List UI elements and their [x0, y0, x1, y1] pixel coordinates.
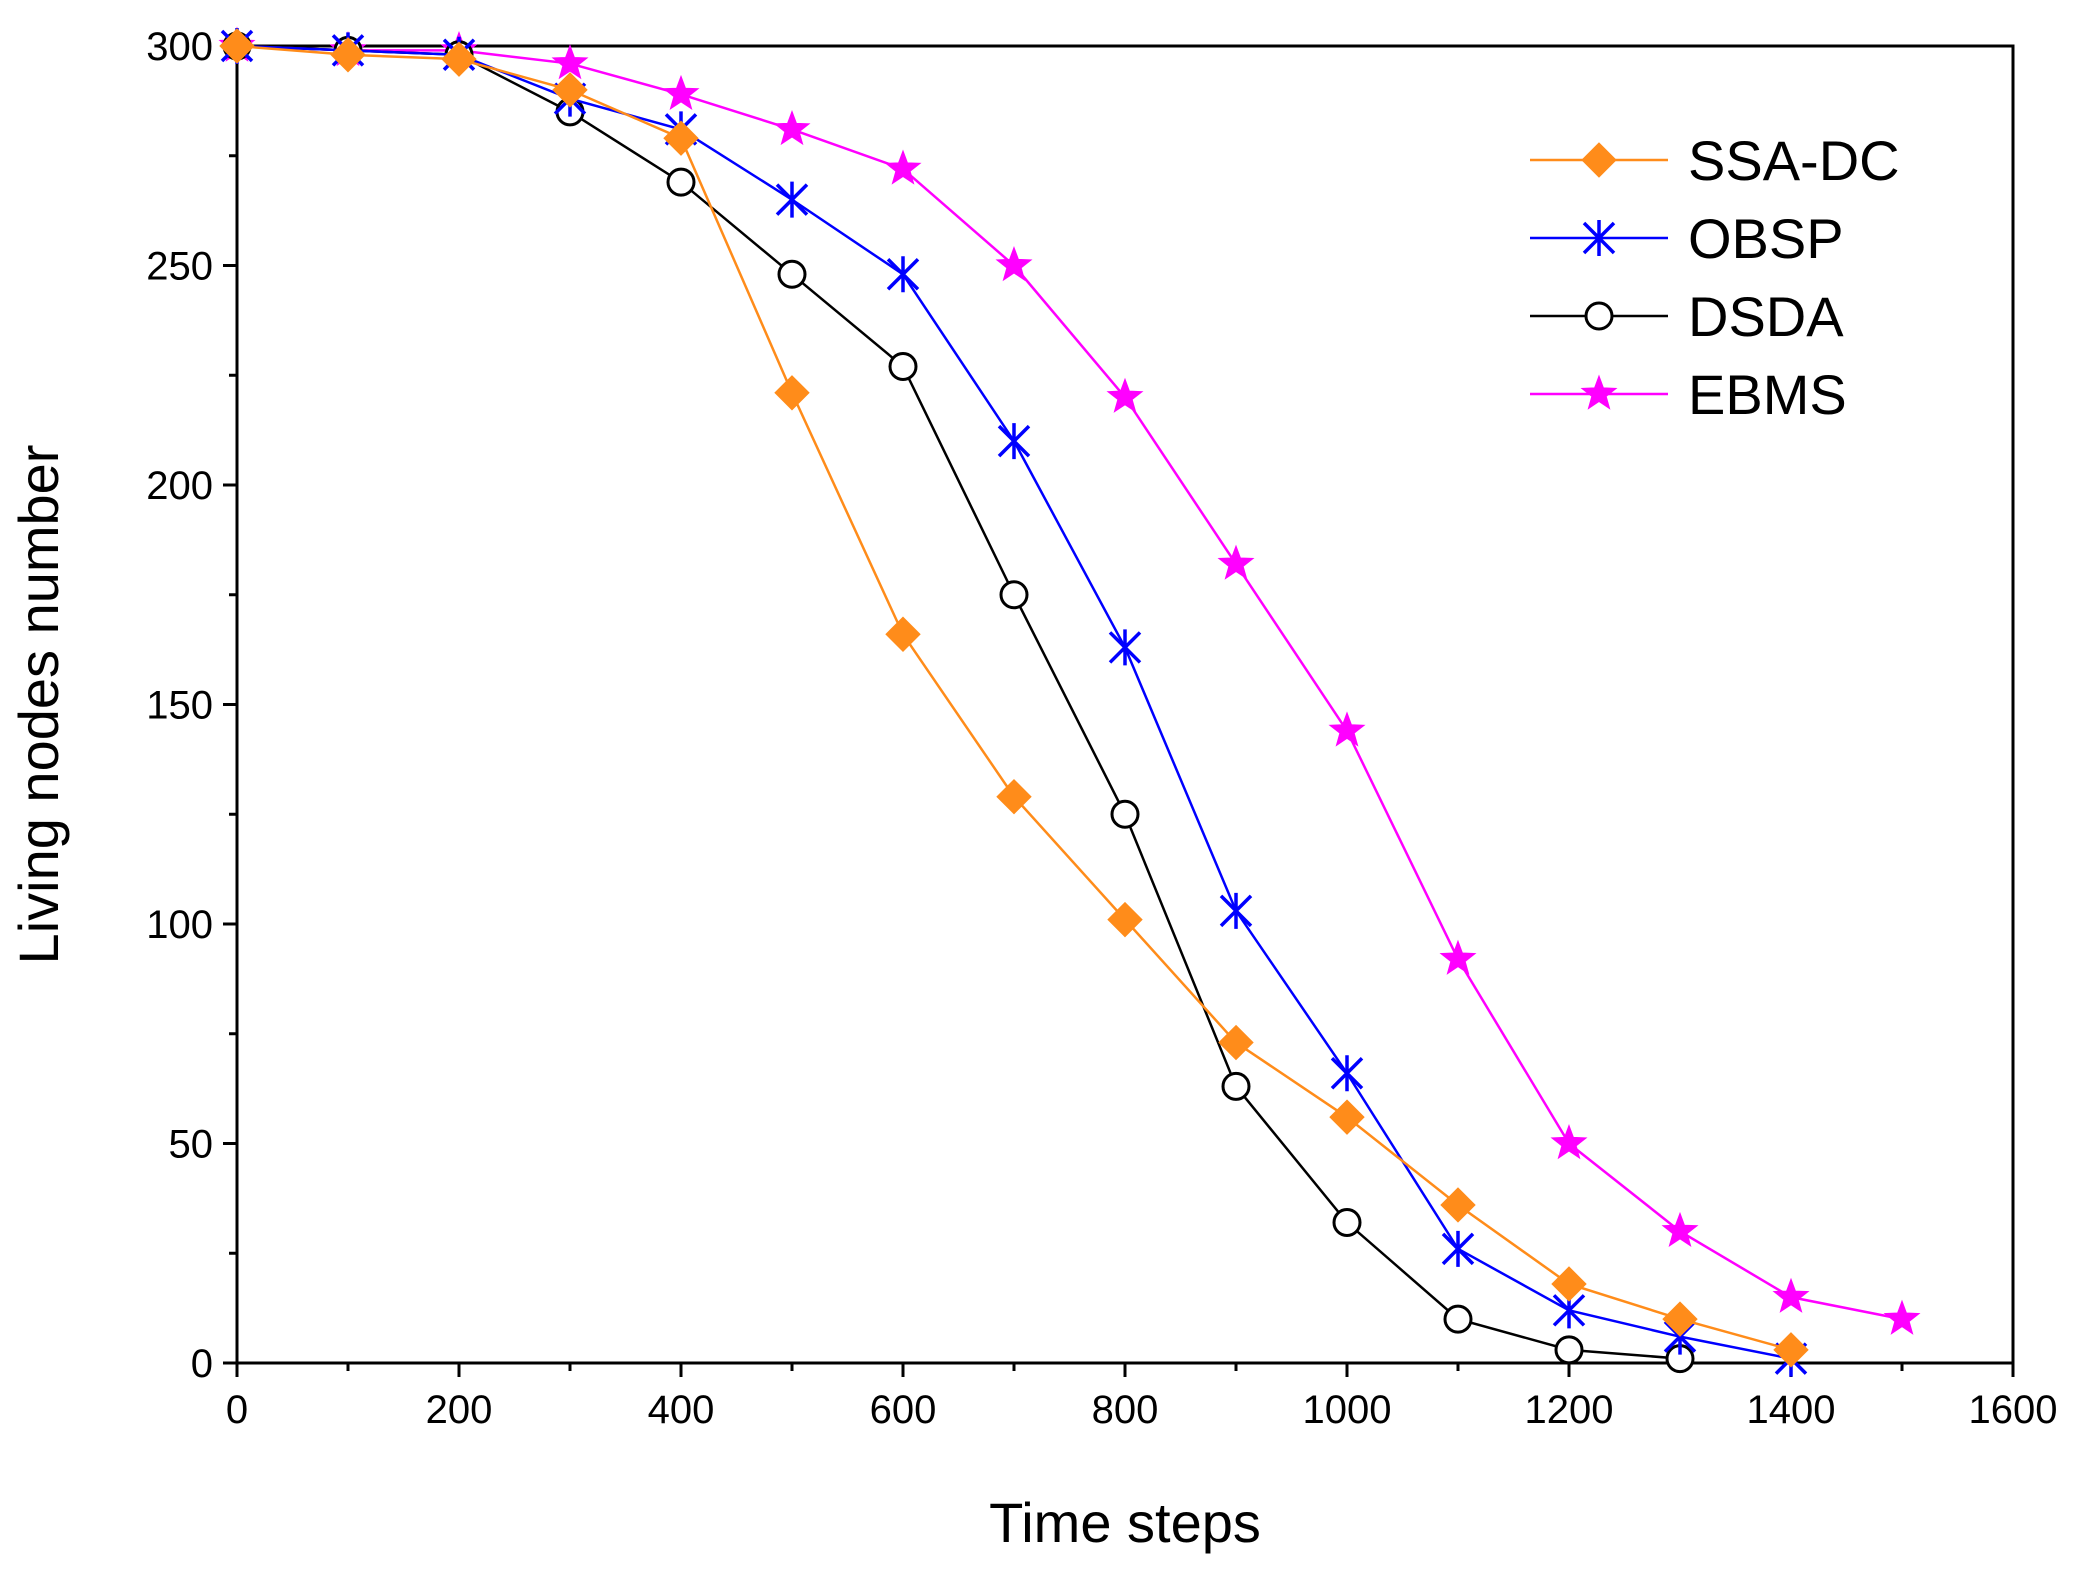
legend-item-ebms: EBMS — [1530, 363, 1847, 426]
y-tick-label: 0 — [191, 1342, 213, 1386]
data-point-ssa-dc — [1107, 901, 1143, 938]
data-point-ebms — [1883, 1299, 1921, 1335]
data-point-dsda — [999, 580, 1029, 610]
data-point-obsp — [1441, 1230, 1475, 1267]
legend-marker-ssa-dc — [1581, 142, 1617, 178]
data-point-obsp — [1108, 629, 1142, 666]
data-point-ebms — [1772, 1277, 1810, 1313]
axes: 0 200 400 600 800 1000 1200 1400 1600 0 50 100 150 20… — [146, 25, 2057, 1432]
x-tick-label: 1400 — [1747, 1388, 1836, 1432]
legend-label-ebms: EBMS — [1688, 363, 1847, 426]
legend-item-obsp: OBSP — [1530, 207, 1844, 270]
series-dsda — [222, 31, 1695, 1374]
data-point-ssa-dc — [1329, 1099, 1365, 1135]
data-point-ebms — [662, 74, 700, 111]
data-point-dsda — [1554, 1335, 1584, 1365]
x-tick-label: 400 — [648, 1388, 715, 1432]
legend-label-dsda: DSDA — [1688, 285, 1844, 348]
data-point-ebms — [551, 44, 589, 80]
series-line-ebms — [236, 44, 1903, 1321]
x-tick-label: 1600 — [1969, 1388, 2058, 1432]
data-point-ssa-dc — [219, 28, 255, 64]
data-point-ssa-dc — [1662, 1301, 1698, 1337]
series-ebms — [218, 26, 1921, 1335]
legend-item-ssa-dc: SSA-DC — [1530, 129, 1900, 192]
series-line-obsp — [236, 44, 1792, 1360]
y-tick-label: 300 — [146, 25, 213, 69]
data-point-ebms — [1217, 544, 1255, 580]
data-point-obsp — [1330, 1055, 1364, 1092]
series-line-ssa-dc — [236, 44, 1792, 1352]
x-tick-label: 0 — [226, 1388, 248, 1432]
x-tick-label: 600 — [870, 1388, 937, 1432]
data-point-dsda — [888, 351, 918, 381]
data-point-ssa-dc — [663, 120, 699, 156]
plot-series — [218, 26, 1921, 1377]
series-obsp — [220, 28, 1808, 1377]
legend-marker-dsda — [1584, 301, 1614, 331]
data-point-ssa-dc — [1218, 1024, 1254, 1061]
data-point-ssa-dc — [1551, 1266, 1587, 1302]
data-point-ebms — [1439, 939, 1477, 975]
data-point-ssa-dc — [330, 37, 366, 73]
y-tick-label: 100 — [146, 903, 213, 947]
data-point-obsp — [1219, 892, 1253, 929]
x-tick-label: 800 — [1092, 1388, 1159, 1432]
y-axis-title: Living nodes number — [7, 445, 70, 965]
data-point-obsp — [775, 181, 809, 218]
legend: SSA-DC OBSP DSDA EBMS — [1530, 129, 1900, 426]
legend-item-dsda: DSDA — [1530, 285, 1844, 348]
data-point-ssa-dc — [552, 72, 588, 108]
y-tick-label: 250 — [146, 245, 213, 289]
data-point-ebms — [1106, 377, 1144, 413]
data-point-ssa-dc — [441, 41, 477, 77]
data-point-ssa-dc — [996, 778, 1032, 815]
y-tick-label: 150 — [146, 684, 213, 728]
data-point-dsda — [1332, 1208, 1362, 1238]
data-point-ebms — [995, 246, 1033, 282]
data-point-ssa-dc — [1773, 1332, 1809, 1368]
data-point-ssa-dc — [1440, 1187, 1476, 1223]
x-tick-label: 1200 — [1525, 1388, 1614, 1432]
data-point-ssa-dc — [885, 616, 921, 652]
data-point-ssa-dc — [774, 375, 810, 411]
data-point-ebms — [773, 109, 811, 146]
y-tick-label: 200 — [146, 464, 213, 508]
data-point-dsda — [666, 167, 696, 197]
data-point-dsda — [1221, 1071, 1251, 1101]
data-point-ebms — [884, 149, 922, 185]
legend-label-ssa-dc: SSA-DC — [1688, 129, 1900, 192]
data-point-obsp — [997, 423, 1031, 460]
x-tick-label: 1000 — [1303, 1388, 1392, 1432]
legend-marker-ebms — [1580, 374, 1618, 410]
x-axis-title: Time steps — [989, 1491, 1261, 1554]
data-point-dsda — [777, 259, 807, 289]
data-point-ebms — [1661, 1211, 1699, 1248]
y-tick-label: 50 — [169, 1123, 214, 1167]
x-tick-label: 200 — [426, 1388, 493, 1432]
data-point-ebms — [1328, 711, 1366, 747]
series-line-dsda — [236, 44, 1681, 1360]
data-point-obsp — [886, 256, 920, 293]
data-point-ebms — [1550, 1124, 1588, 1160]
data-point-dsda — [1443, 1304, 1473, 1334]
legend-label-obsp: OBSP — [1688, 207, 1844, 270]
series-ssa-dc — [219, 28, 1809, 1368]
legend-marker-obsp — [1582, 220, 1616, 256]
data-point-dsda — [1110, 799, 1140, 829]
